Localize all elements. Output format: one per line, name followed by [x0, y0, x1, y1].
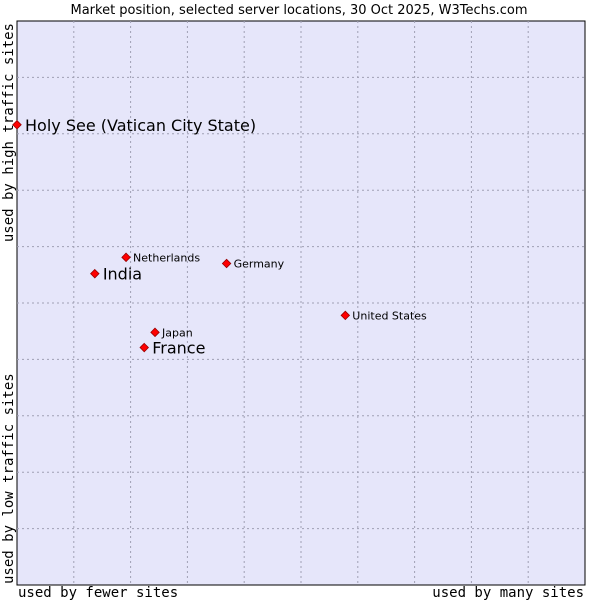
point-marker-netherlands	[121, 252, 131, 263]
y-axis-label-high: used by high traffic sites	[1, 23, 17, 242]
x-axis-label-right: used by many sites	[432, 585, 584, 600]
chart-title: Market position, selected server locatio…	[70, 3, 527, 18]
point-marker-united-states	[340, 310, 351, 321]
x-axis-label-left: used by fewer sites	[18, 585, 178, 600]
y-axis-label-low: used by low traffic sites	[1, 373, 17, 584]
point-label-japan: Japan	[161, 326, 193, 339]
point-marker-france	[139, 342, 149, 353]
point-label-netherlands: Netherlands	[133, 251, 200, 264]
point-marker-japan	[150, 327, 160, 338]
point-label-india: India	[103, 265, 142, 284]
grid-lines	[17, 21, 585, 585]
data-points: Holy See (Vatican City State) Netherlands…	[12, 116, 427, 358]
point-label-united-states: United States	[352, 309, 427, 322]
point-marker-india	[90, 268, 100, 279]
point-label-germany: Germany	[234, 258, 285, 271]
point-marker-holy-see-vatican-city-state	[12, 120, 22, 130]
point-label-france: France	[152, 339, 205, 358]
point-label-holy-see-vatican-city-state: Holy See (Vatican City State)	[25, 116, 256, 135]
point-marker-germany	[221, 258, 232, 269]
